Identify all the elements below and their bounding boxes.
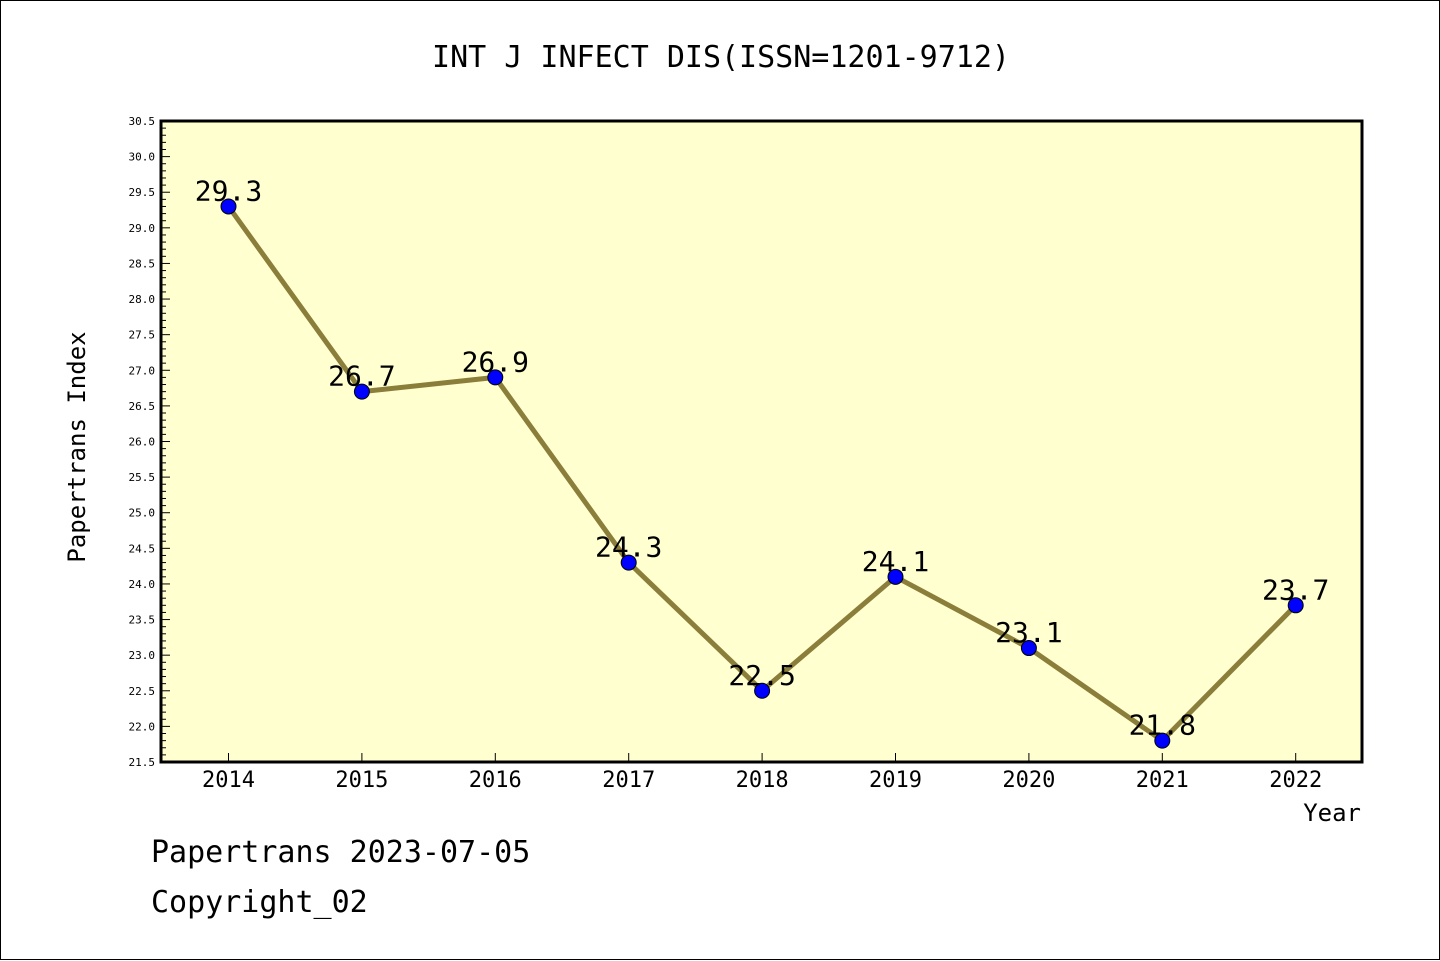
data-point-marker: [1287, 597, 1304, 614]
y-tick-label: 30.0: [129, 151, 156, 164]
x-tick-label: 2015: [335, 768, 388, 793]
x-tick-label: 2019: [869, 768, 922, 793]
x-tick-label: 2016: [469, 768, 522, 793]
x-tick-label: 2017: [602, 768, 655, 793]
data-label: 23.1: [995, 616, 1062, 649]
data-point-marker: [353, 383, 370, 400]
y-tick-label: 25.5: [129, 471, 156, 484]
y-tick-label: 26.0: [129, 436, 156, 449]
data-point-marker: [220, 198, 237, 215]
x-axis-title: Year: [1303, 799, 1361, 827]
y-tick-label: 27.0: [129, 364, 156, 377]
data-point-marker: [620, 554, 637, 571]
x-tick-label: 2021: [1136, 768, 1189, 793]
data-label: 22.5: [728, 659, 795, 692]
data-point-marker: [487, 369, 504, 386]
y-tick-label: 25.0: [129, 507, 156, 520]
data-label: 24.3: [595, 531, 662, 564]
y-tick-label: 24.0: [129, 578, 156, 591]
y-tick-label: 26.5: [129, 400, 156, 413]
y-tick-label: 28.0: [129, 293, 156, 306]
x-tick-label: 2014: [202, 768, 255, 793]
y-tick-label: 24.5: [129, 542, 156, 555]
footer-date-line: Papertrans 2023-07-05: [151, 835, 531, 870]
plot-area: [159, 119, 1364, 764]
data-point-marker: [1154, 732, 1171, 749]
y-tick-label: 23.5: [129, 614, 156, 627]
y-tick-label: 29.5: [129, 186, 156, 199]
data-label: 23.7: [1262, 573, 1329, 606]
x-tick-label: 2020: [1002, 768, 1055, 793]
y-tick-label: 28.5: [129, 257, 156, 270]
chart-title: INT J INFECT DIS(ISSN=1201-9712): [432, 40, 1010, 75]
data-label: 24.1: [862, 545, 929, 578]
footer-copyright: Copyright_02: [151, 885, 368, 920]
y-tick-label: 22.0: [129, 720, 156, 733]
data-label: 21.8: [1129, 709, 1196, 742]
y-tick-label: 30.5: [129, 115, 156, 128]
y-tick-label: 29.0: [129, 222, 156, 235]
y-tick-label: 21.5: [129, 756, 156, 769]
y-tick-label: 27.5: [129, 329, 156, 342]
data-point-marker: [887, 568, 904, 585]
x-tick-label: 2022: [1269, 768, 1322, 793]
data-label: 26.7: [328, 360, 395, 393]
y-axis-title: Papertrans Index: [63, 331, 91, 562]
y-tick-label: 23.0: [129, 649, 156, 662]
x-tick-label: 2018: [736, 768, 789, 793]
data-point-marker: [754, 682, 771, 699]
data-label: 26.9: [462, 345, 529, 378]
data-label: 29.3: [195, 174, 262, 207]
y-tick-label: 22.5: [129, 685, 156, 698]
data-point-marker: [1020, 640, 1037, 657]
